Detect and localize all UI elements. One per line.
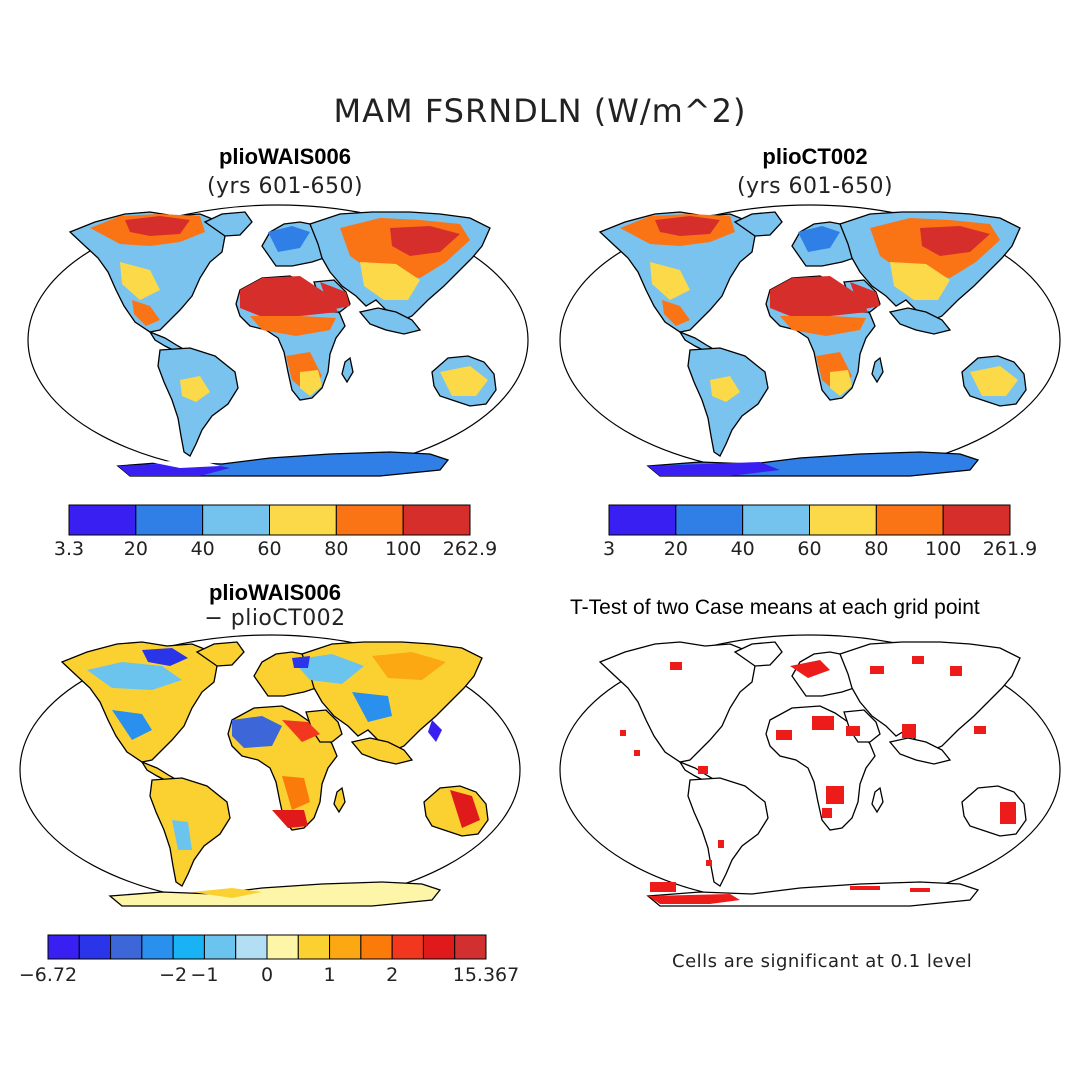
colorbar-swatch bbox=[360, 934, 393, 960]
colorbar-label: 2 bbox=[386, 964, 398, 986]
panel4-land bbox=[599, 641, 1027, 907]
panel4-significant-cells bbox=[620, 656, 1016, 904]
colorbar-swatch bbox=[135, 504, 204, 536]
panel3-map bbox=[19, 634, 521, 907]
panel2-colorbar: 3 20 40 60 80 100 261.9 bbox=[603, 504, 1037, 560]
colorbar-swatch bbox=[809, 504, 877, 536]
colorbar-swatch bbox=[608, 504, 677, 536]
colorbar-swatch bbox=[335, 504, 404, 536]
panel3-title: plioWAIS006 bbox=[208, 580, 342, 605]
panel1-subtitle: (yrs 601-650) bbox=[206, 174, 364, 199]
panel3-land bbox=[61, 641, 489, 907]
colorbar-swatch bbox=[402, 504, 471, 536]
panel2-land bbox=[599, 211, 1027, 477]
panel4-map bbox=[559, 634, 1061, 907]
colorbar-label: 20 bbox=[124, 538, 148, 560]
colorbar-label: 60 bbox=[797, 538, 821, 560]
figure-title: MAM FSRNDLN (W/m^2) bbox=[333, 92, 747, 130]
colorbar-swatch bbox=[329, 934, 362, 960]
colorbar-label: 100 bbox=[925, 538, 961, 560]
colorbar-swatch bbox=[875, 504, 944, 536]
colorbar-label: 40 bbox=[191, 538, 215, 560]
colorbar-swatch bbox=[742, 504, 811, 536]
panel1-map bbox=[27, 204, 529, 477]
significance-note: Cells are significant at 0.1 level bbox=[672, 951, 973, 972]
panel3-colorbar: −6.72 −2 −1 0 1 2 15.367 bbox=[19, 934, 519, 986]
colorbar-label: 100 bbox=[385, 538, 421, 560]
panel2-title: plioCT002 bbox=[762, 144, 868, 169]
colorbar-swatch bbox=[675, 504, 744, 536]
colorbar-swatch bbox=[235, 934, 268, 960]
colorbar-swatch bbox=[942, 504, 1011, 536]
colorbar-label: 3.3 bbox=[54, 538, 84, 560]
colorbar-swatch bbox=[266, 934, 299, 960]
colorbar-label: −1 bbox=[190, 964, 218, 986]
panel3-subtitle: − plioCT002 bbox=[204, 606, 346, 631]
colorbar-swatch bbox=[422, 934, 456, 960]
colorbar-swatch bbox=[454, 934, 487, 960]
colorbar-swatch bbox=[78, 934, 112, 960]
colorbar-swatch bbox=[68, 504, 137, 536]
colorbar-label: 1 bbox=[324, 964, 336, 986]
colorbar-swatch bbox=[110, 934, 143, 960]
colorbar-swatch bbox=[172, 934, 205, 960]
panel1-land bbox=[69, 211, 497, 477]
colorbar-label: 60 bbox=[257, 538, 281, 560]
colorbar-label: 40 bbox=[731, 538, 755, 560]
colorbar-swatch bbox=[47, 934, 80, 960]
colorbar-label: 20 bbox=[664, 538, 688, 560]
colorbar-swatch bbox=[391, 934, 424, 960]
panel2-map bbox=[559, 204, 1061, 477]
colorbar-label: 80 bbox=[864, 538, 888, 560]
colorbar-label: 3 bbox=[603, 538, 615, 560]
panel1-colorbar: 3.3 20 40 60 80 100 262.9 bbox=[54, 504, 497, 560]
panel4-title: T-Test of two Case means at each grid po… bbox=[570, 596, 980, 619]
colorbar-label: −2 bbox=[159, 964, 187, 986]
colorbar-label: 262.9 bbox=[443, 538, 497, 560]
colorbar-swatch bbox=[297, 934, 331, 960]
colorbar-label: −6.72 bbox=[19, 964, 77, 986]
colorbar-swatch bbox=[203, 934, 237, 960]
colorbar-swatch bbox=[202, 504, 271, 536]
colorbar-label: 261.9 bbox=[983, 538, 1037, 560]
panel1-title: plioWAIS006 bbox=[218, 144, 352, 169]
colorbar-swatch bbox=[269, 504, 337, 536]
colorbar-label: 15.367 bbox=[453, 964, 519, 986]
panel2-subtitle: (yrs 601-650) bbox=[736, 174, 894, 199]
colorbar-swatch bbox=[141, 934, 174, 960]
colorbar-label: 80 bbox=[324, 538, 348, 560]
colorbar-label: 0 bbox=[261, 964, 273, 986]
